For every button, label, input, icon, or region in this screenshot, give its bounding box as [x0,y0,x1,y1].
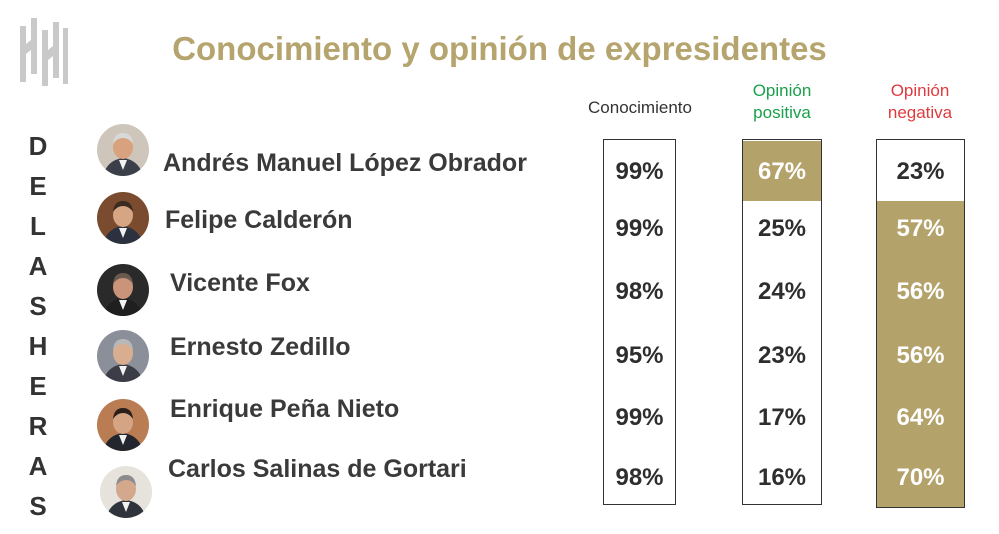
brand-letter: S [29,291,47,321]
brand-letter: E [29,371,47,401]
cell-positiva: 16% [757,464,807,491]
cell-negativa: 64% [896,404,945,431]
cell-conocimiento: 99% [615,158,664,185]
president-name: Carlos Salinas de Gortari [168,455,467,483]
cell-conocimiento: 98% [615,278,664,305]
president-name: Felipe Calderón [165,206,353,234]
page-title: Conocimiento y opinión de expresidentes [172,30,827,67]
cell-positiva: 25% [757,215,807,242]
header-negativa: Opinión negativa [860,80,980,124]
cell-negativa: 70% [896,464,945,491]
president-photo [97,399,149,451]
president-name: Ernesto Zedillo [170,333,351,361]
president-name: Vicente Fox [170,269,310,297]
president-photo [97,124,149,176]
cell-conocimiento: 99% [615,404,664,431]
president-photo [97,330,149,382]
brand-letter: R [28,411,48,441]
box-positiva [742,139,822,505]
president-name: Enrique Peña Nieto [170,395,400,423]
highlight-fill-positiva [742,141,822,201]
header-conocimiento: Conocimiento [570,97,710,119]
brand-letter: E [29,171,47,201]
cell-negativa: 56% [896,342,945,369]
header-positiva-line1: Opinión [752,81,812,100]
cell-conocimiento: 95% [615,342,664,369]
company-logo-icon [18,16,70,88]
header-positiva-line2: positiva [753,103,811,122]
brand-letter: A [28,451,48,481]
brand-letter: H [28,331,48,361]
president-photo [100,466,152,518]
cell-positiva: 24% [757,278,807,305]
brand-letter: L [30,211,46,241]
cell-negativa: 56% [896,278,945,305]
cell-positiva: 23% [757,342,807,369]
cell-conocimiento: 98% [615,464,664,491]
cell-positiva: 17% [757,404,807,431]
header-negativa-line1: Opinión [890,81,950,100]
brand-letter: D [28,131,48,161]
cell-negativa: 57% [896,215,945,242]
cell-negativa: 23% [896,158,945,185]
box-negativa [876,139,965,508]
box-conocimiento [603,139,676,505]
header-negativa-line2: negativa [887,103,953,122]
president-photo [97,192,149,244]
cell-conocimiento: 99% [615,215,664,242]
header-conocimiento-label: Conocimiento [588,98,692,117]
president-name: Andrés Manuel López Obrador [163,149,527,177]
president-photo [97,264,149,316]
highlight-fill-negativa [876,201,965,508]
header-positiva: Opinión positiva [722,80,842,124]
cell-positiva: 67% [757,158,807,185]
brand-letter: A [28,251,48,281]
brand-letter: S [29,491,47,521]
